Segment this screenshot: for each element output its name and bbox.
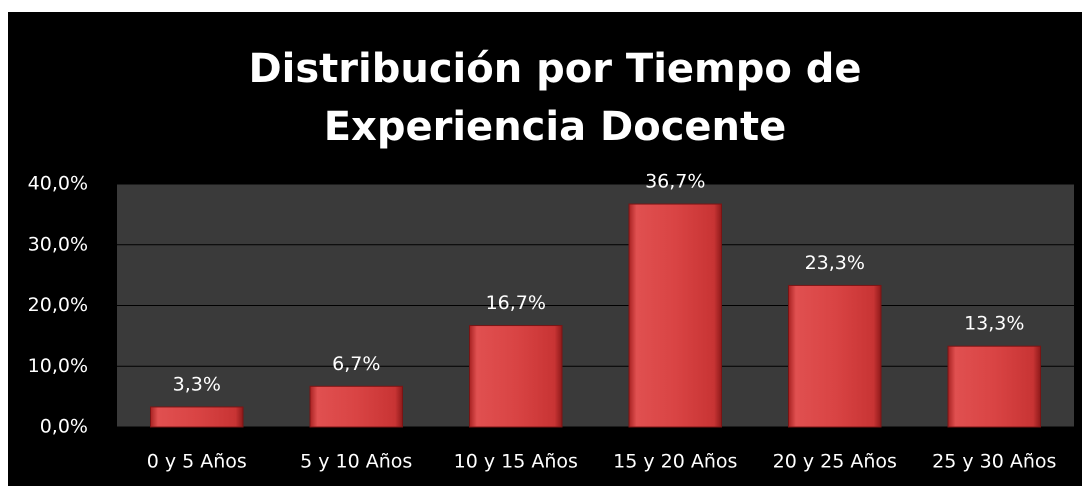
bar: [628, 203, 723, 428]
data-label: 3,3%: [173, 373, 221, 395]
y-tick-label: 30,0%: [28, 233, 88, 255]
bar: [947, 345, 1042, 428]
x-tick-label: 10 y 15 Años: [454, 451, 578, 473]
x-tick-label: 20 y 25 Años: [773, 451, 897, 473]
bar: [309, 385, 404, 428]
x-tick-label: 15 y 20 Años: [613, 451, 737, 473]
x-tick-label: 25 y 30 Años: [932, 451, 1056, 473]
x-tick-label: 0 y 5 Años: [147, 451, 247, 473]
y-tick-label: 10,0%: [28, 355, 88, 377]
bar: [468, 325, 563, 428]
data-label: 23,3%: [805, 252, 865, 274]
bar: [787, 284, 882, 428]
x-tick-label: 5 y 10 Años: [300, 451, 412, 473]
data-label: 16,7%: [486, 292, 546, 314]
chart-title: Distribución por Tiempo de Experiencia D…: [248, 46, 862, 150]
y-tick-label: 40,0%: [28, 173, 88, 195]
data-label: 6,7%: [332, 353, 380, 375]
data-label: 13,3%: [964, 313, 1024, 335]
y-tick-label: 0,0%: [40, 416, 88, 438]
data-label: 36,7%: [645, 171, 705, 193]
bar: [149, 406, 244, 428]
y-tick-label: 20,0%: [28, 294, 88, 316]
